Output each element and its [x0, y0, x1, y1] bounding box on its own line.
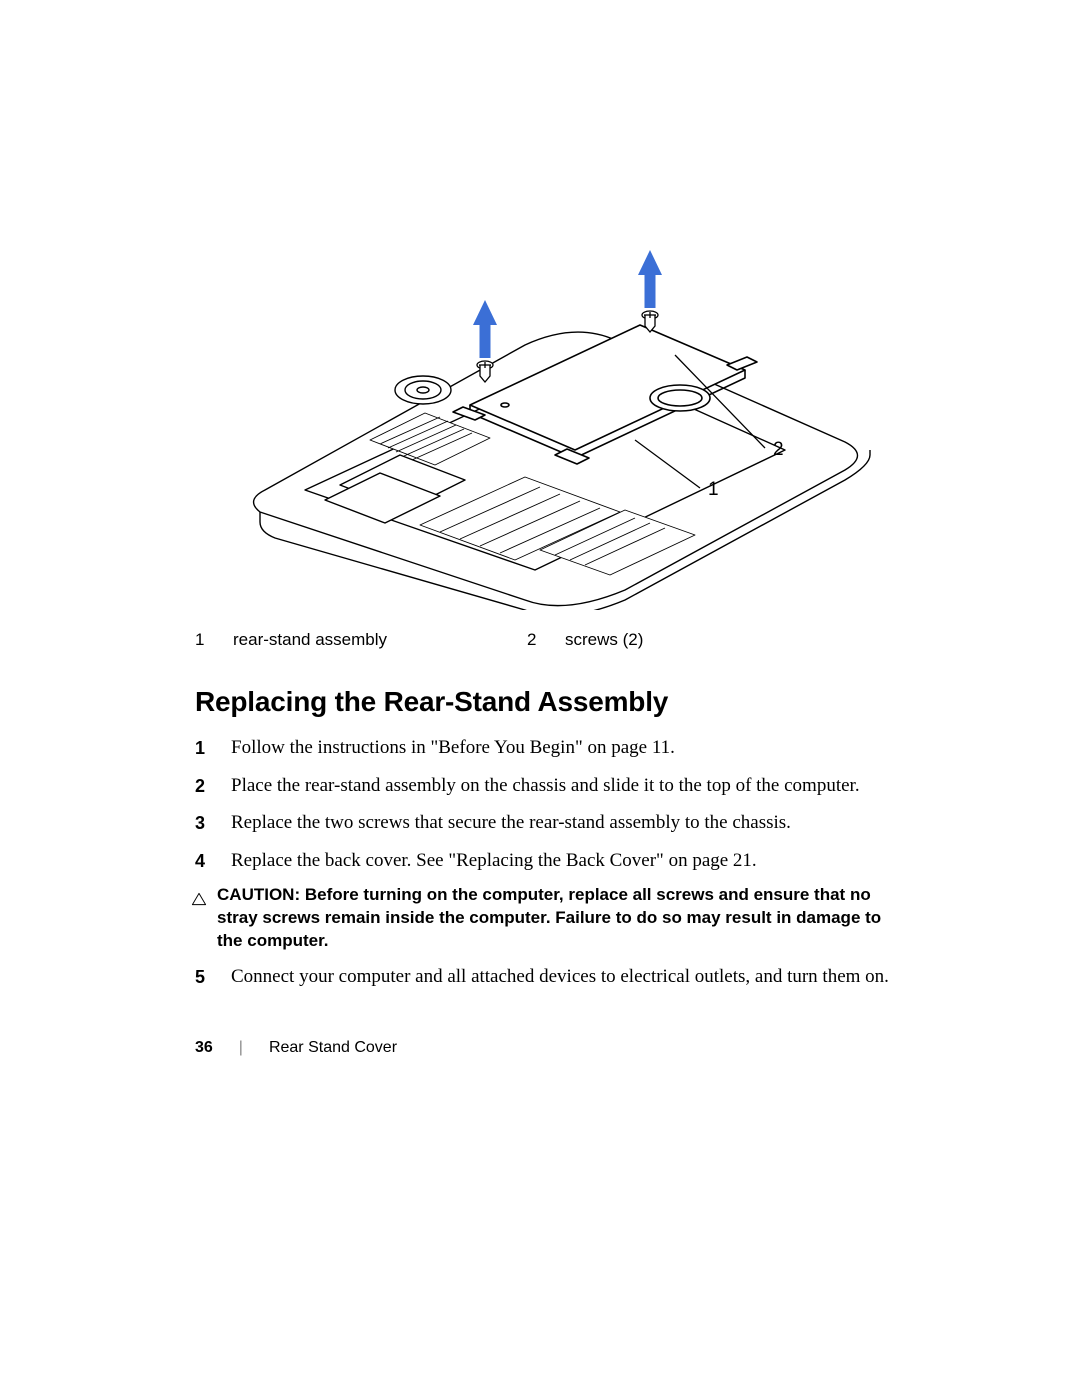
legend-num: 2 [527, 630, 539, 650]
step-3: Replace the two screws that secure the r… [195, 809, 895, 837]
section-title: Replacing the Rear-Stand Assembly [195, 686, 895, 718]
caution-text: CAUTION: Before turning on the computer,… [217, 884, 895, 953]
steps-list: Follow the instructions in "Before You B… [195, 734, 895, 874]
footer-section-name: Rear Stand Cover [269, 1039, 397, 1057]
legend-num: 1 [195, 630, 207, 650]
footer-separator: | [239, 1039, 243, 1057]
legend-item-2: 2 screws (2) [527, 630, 643, 650]
step-4: Replace the back cover. See "Replacing t… [195, 847, 895, 875]
caution-label: CAUTION: [217, 885, 300, 904]
legend-item-1: 1 rear-stand assembly [195, 630, 387, 650]
page-content: 1 2 1 rear-stand assembly 2 screws (2) R… [195, 280, 895, 1001]
document-page: 1 2 1 rear-stand assembly 2 screws (2) R… [0, 0, 1080, 1397]
footer-page-number: 36 [195, 1039, 213, 1057]
callout-2-num: 2 [773, 439, 784, 460]
caution-callout: CAUTION: Before turning on the computer,… [191, 884, 895, 953]
diagram-svg: 1 2 [205, 250, 885, 610]
legend-label: screws (2) [565, 630, 643, 650]
diagram-legend: 1 rear-stand assembly 2 screws (2) [195, 630, 895, 650]
steps-list-cont: Connect your computer and all attached d… [195, 963, 895, 991]
step-1: Follow the instructions in "Before You B… [195, 734, 895, 762]
caution-triangle-icon [191, 884, 207, 914]
legend-label: rear-stand assembly [233, 630, 387, 650]
page-footer: 36 | Rear Stand Cover [195, 1039, 397, 1057]
callout-1-num: 1 [708, 479, 719, 500]
rear-stand-diagram: 1 2 [195, 280, 895, 630]
step-5: Connect your computer and all attached d… [195, 963, 895, 991]
caution-body: Before turning on the computer, replace … [217, 885, 881, 950]
step-2: Place the rear-stand assembly on the cha… [195, 772, 895, 800]
